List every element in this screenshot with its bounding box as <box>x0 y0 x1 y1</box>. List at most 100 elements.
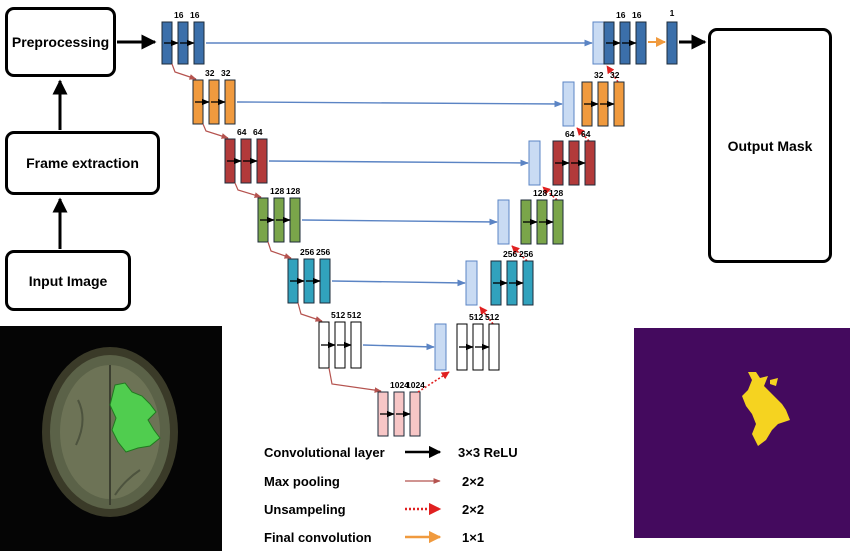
decoder-level-3-channel-label-1: 64 <box>565 129 575 139</box>
decoder-level-5: 256 256 <box>490 249 534 306</box>
skip-connection-2 <box>236 100 563 108</box>
encoder-level-2-block-3 <box>224 79 236 125</box>
decoder-level-1-channel-label-1: 16 <box>616 10 626 20</box>
preprocessing-label: Preprocessing <box>11 34 110 50</box>
decoder-level-3-block-3 <box>584 140 596 186</box>
legend-name-4: Final convolution <box>264 530 372 545</box>
legend-value-1: 3×3 ReLU <box>458 445 518 460</box>
mri-brain-image <box>0 326 222 551</box>
encoder-level-6-channel-label-1: 512 <box>331 310 345 320</box>
encoder-level-6-block-3 <box>350 321 362 369</box>
decoder-level-2: 32 32 <box>581 70 625 127</box>
frame-extraction-label: Frame extraction <box>26 155 139 171</box>
decoder-level-5-channel-label-2: 256 <box>519 249 533 259</box>
decoder-level-5-concat-block <box>465 260 478 306</box>
legend-item-3: Unsampeling 2×2 <box>264 502 484 517</box>
max-pool-arrow-6 <box>328 367 382 393</box>
decoder-level-6-channel-label-2: 512 <box>485 312 499 322</box>
output-mask-box: Output Mask <box>708 28 832 263</box>
preprocessing-box: Preprocessing <box>5 7 116 77</box>
decoder-level-2-concat-block <box>562 81 575 127</box>
max-pool-arrow-4 <box>267 241 292 259</box>
decoder-level-6: 512 512 <box>456 312 500 371</box>
legend-item-4: Final convolution 1×1 <box>264 530 484 545</box>
encoder-level-2-channel-label-1: 32 <box>205 68 215 78</box>
decoder-level-4-block-3 <box>552 199 564 245</box>
encoder-level-1-channel-label-2: 16 <box>190 10 200 20</box>
segmentation-mask-image <box>634 328 850 538</box>
decoder-level-1-block-3 <box>635 21 647 65</box>
input-image-box: Input Image <box>5 250 131 311</box>
input-image-label: Input Image <box>28 272 108 289</box>
bottleneck-channel-label-1: 1024 <box>390 380 409 390</box>
legend-item-1: Convolutional layer 3×3 ReLU <box>264 445 518 460</box>
decoder-level-5-block-3 <box>522 260 534 306</box>
skip-connection-3 <box>268 159 529 167</box>
legend-name-3: Unsampeling <box>264 502 346 517</box>
decoder-level-1-channel-label-2: 16 <box>632 10 642 20</box>
encoder-level-4-channel-label-2: 128 <box>286 186 300 196</box>
encoder-level-3-channel-label-2: 64 <box>253 127 263 137</box>
legend-value-4: 1×1 <box>462 530 484 545</box>
decoder-level-6-block-3 <box>488 323 500 371</box>
max-pool-arrow-1 <box>171 63 197 80</box>
encoder-level-3-channel-label-1: 64 <box>237 127 247 137</box>
legend-value-3: 2×2 <box>462 502 484 517</box>
encoder-level-1-channel-label-1: 16 <box>174 10 184 20</box>
upsample-arrow-2 <box>576 127 590 142</box>
encoder-level-5-channel-label-2: 256 <box>316 247 330 257</box>
skip-connection-4 <box>301 218 498 226</box>
legend-value-2: 2×2 <box>462 474 484 489</box>
encoder-level-4-channel-label-1: 128 <box>270 186 284 196</box>
encoder-level-2-channel-label-2: 32 <box>221 68 231 78</box>
upsample-arrow-5 <box>479 306 494 325</box>
encoder-level-4: 128 128 <box>257 186 301 243</box>
encoder-level-5: 256 256 <box>287 247 331 304</box>
decoder-level-3: 64 64 <box>552 129 596 186</box>
encoder-level-4-block-3 <box>289 197 301 243</box>
legend-name-2: Max pooling <box>264 474 340 489</box>
decoder-level-1-concat-block <box>592 21 605 65</box>
encoder-level-5-block-3 <box>319 258 331 304</box>
legend-item-2: Max pooling 2×2 <box>264 474 484 489</box>
skip-connection-6 <box>362 343 435 351</box>
bottleneck-block-3 <box>409 391 421 437</box>
encoder-level-5-channel-label-1: 256 <box>300 247 314 257</box>
decoder-level-3-concat-block <box>528 140 541 186</box>
decoder-level-2-block-3 <box>613 81 625 127</box>
decoder-level-6-concat-block <box>434 323 447 371</box>
decoder-level-2-channel-label-2: 32 <box>610 70 620 80</box>
encoder-level-3: 64 64 <box>224 127 268 184</box>
decoder-level-4-channel-label-2: 128 <box>549 188 563 198</box>
final-output-block <box>666 21 678 65</box>
output-mask-label: Output Mask <box>727 137 813 154</box>
encoder-level-1-block-3 <box>193 21 205 65</box>
encoder-level-3-block-3 <box>256 138 268 184</box>
decoder-level-3-channel-label-2: 64 <box>581 129 591 139</box>
legend-name-1: Convolutional layer <box>264 445 385 460</box>
decoder-level-2-channel-label-1: 32 <box>594 70 604 80</box>
max-pool-arrow-3 <box>234 182 262 198</box>
encoder-level-6: 512 512 <box>318 310 362 369</box>
encoder-level-2: 32 32 <box>192 68 236 125</box>
decoder-level-4-concat-block <box>497 199 510 245</box>
upsample-arrow-4 <box>511 245 528 262</box>
decoder-level-6-channel-label-1: 512 <box>469 312 483 322</box>
decoder-level-5-channel-label-1: 256 <box>503 249 517 259</box>
decoder-level-4-channel-label-1: 128 <box>533 188 547 198</box>
max-pool-arrow-5 <box>297 302 323 322</box>
upsample-arrow-3 <box>542 186 558 201</box>
decoder-level-4: 128 128 <box>520 188 564 245</box>
encoder-level-1: 16 16 <box>161 10 205 65</box>
decoder-level-1: 16 16 <box>603 10 647 65</box>
upsample-arrow-1 <box>606 65 619 83</box>
tumor-overlay <box>109 382 161 453</box>
final-output-channel-label: 1 <box>670 8 675 18</box>
skip-connection-5 <box>331 279 466 287</box>
mask-shape <box>742 372 790 446</box>
encoder-level-6-channel-label-2: 512 <box>347 310 361 320</box>
max-pool-arrow-2 <box>202 123 229 139</box>
frame-extraction-box: Frame extraction <box>5 131 160 195</box>
